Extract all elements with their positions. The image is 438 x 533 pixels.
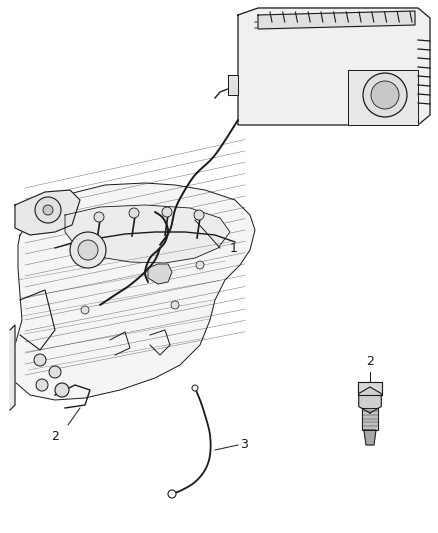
Circle shape	[81, 306, 89, 314]
Circle shape	[35, 197, 61, 223]
Text: 3: 3	[240, 439, 248, 451]
Text: 2: 2	[51, 430, 59, 443]
Circle shape	[49, 366, 61, 378]
Polygon shape	[10, 325, 15, 410]
Circle shape	[192, 385, 198, 391]
Circle shape	[171, 301, 179, 309]
Polygon shape	[12, 183, 255, 400]
Circle shape	[162, 207, 172, 217]
Circle shape	[78, 240, 98, 260]
Circle shape	[34, 354, 46, 366]
Polygon shape	[362, 408, 378, 430]
Polygon shape	[348, 70, 418, 125]
Polygon shape	[258, 11, 415, 29]
Text: 2: 2	[366, 355, 374, 368]
Circle shape	[371, 81, 399, 109]
Circle shape	[55, 383, 69, 397]
Circle shape	[70, 232, 106, 268]
Circle shape	[196, 261, 204, 269]
Polygon shape	[65, 205, 230, 263]
Polygon shape	[364, 430, 376, 445]
Circle shape	[194, 210, 204, 220]
Circle shape	[129, 208, 139, 218]
Circle shape	[168, 490, 176, 498]
Circle shape	[43, 205, 53, 215]
Polygon shape	[15, 190, 80, 235]
Polygon shape	[238, 8, 430, 125]
Circle shape	[36, 379, 48, 391]
Polygon shape	[358, 382, 382, 395]
Circle shape	[363, 73, 407, 117]
Polygon shape	[148, 264, 172, 284]
Circle shape	[94, 212, 104, 222]
Polygon shape	[228, 75, 238, 95]
Text: 1: 1	[230, 241, 238, 254]
Polygon shape	[359, 387, 381, 413]
